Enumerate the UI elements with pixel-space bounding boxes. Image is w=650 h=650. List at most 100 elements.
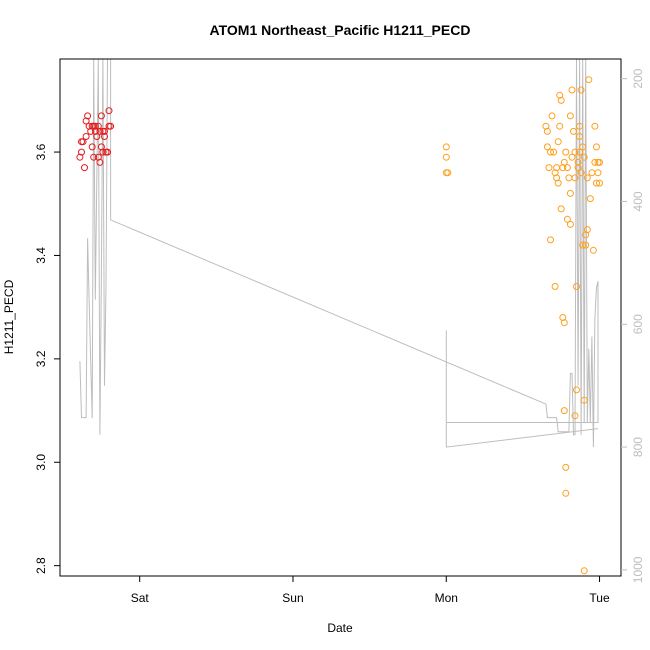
data-point <box>560 319 568 327</box>
data-point <box>560 158 568 166</box>
data-point <box>585 76 593 84</box>
data-point <box>568 86 576 94</box>
data-point <box>593 143 600 151</box>
data-point <box>580 567 588 575</box>
x-tick-label: Sun <box>282 591 303 605</box>
y-right-tick-label: 1000 <box>631 556 645 583</box>
y-axis-label: H1211_PECD <box>2 279 16 354</box>
data-point <box>571 412 579 420</box>
data-point <box>442 153 450 161</box>
data-point <box>551 283 559 290</box>
data-point <box>588 169 596 177</box>
y-axis-right: 200 400 600 800 1000 <box>621 68 645 583</box>
data-point <box>557 205 565 213</box>
data-point <box>586 195 594 203</box>
y-right-tick-label: 600 <box>631 314 645 334</box>
data-point <box>82 133 90 140</box>
data-point <box>568 153 576 161</box>
y-axis: 2.8 3.0 3.2 3.4 3.6 <box>34 143 60 574</box>
data-point <box>104 148 111 156</box>
data-point <box>576 122 584 130</box>
y-tick-label: 3.2 <box>34 350 48 367</box>
data-point <box>580 396 588 404</box>
data-point <box>582 241 590 249</box>
data-point <box>84 112 92 120</box>
data-point <box>574 164 582 172</box>
data-point <box>444 169 452 177</box>
data-point <box>594 169 602 177</box>
data-point <box>563 215 571 223</box>
data-point <box>554 138 562 146</box>
altitude-line <box>79 58 599 448</box>
data-point <box>596 179 603 187</box>
y-tick-label: 2.8 <box>34 557 48 574</box>
data-point <box>547 236 554 244</box>
data-point <box>560 407 568 415</box>
data-point <box>107 122 115 130</box>
data-point <box>570 127 577 135</box>
data-point <box>593 179 600 187</box>
data-point <box>547 148 554 156</box>
data-point <box>571 148 579 156</box>
data-point <box>591 122 599 130</box>
y-tick-label: 3.0 <box>34 454 48 471</box>
x-tick-label: Mon <box>435 591 458 605</box>
data-point <box>81 164 88 172</box>
data-point <box>566 220 574 228</box>
data-point <box>579 241 587 249</box>
x-tick-label: Tue <box>589 591 610 605</box>
y-tick-label: 3.6 <box>34 143 48 160</box>
data-point <box>574 158 582 166</box>
data-point <box>545 164 553 172</box>
x-axis-label: Date <box>327 621 353 635</box>
y-right-tick-label: 400 <box>631 191 645 211</box>
data-point <box>556 122 564 130</box>
y-right-tick-label: 800 <box>631 437 645 457</box>
data-point <box>442 143 450 151</box>
data-point <box>82 117 90 125</box>
data-point <box>554 179 562 187</box>
data-point <box>566 189 574 197</box>
series-2 <box>442 76 603 575</box>
data-point <box>99 148 107 156</box>
data-point <box>548 112 556 120</box>
data-point <box>579 143 587 151</box>
data-point <box>577 86 585 94</box>
data-point <box>562 489 570 497</box>
data-point <box>573 283 580 290</box>
data-point <box>566 112 574 120</box>
data-point <box>571 174 579 182</box>
data-point <box>573 386 580 394</box>
data-point <box>543 127 551 135</box>
data-point <box>88 143 96 151</box>
data-point <box>91 127 99 135</box>
data-point <box>101 133 108 140</box>
data-point <box>563 164 571 172</box>
data-point <box>577 169 585 177</box>
data-point <box>543 143 551 151</box>
data-point <box>105 107 113 115</box>
data-point <box>90 153 98 161</box>
data-point <box>79 138 87 146</box>
y-right-tick-label: 200 <box>631 68 645 88</box>
data-point <box>591 158 599 166</box>
data-point <box>580 153 588 161</box>
x-tick-label: Sat <box>131 591 150 605</box>
x-axis: Sat Sun Mon Tue <box>131 576 610 605</box>
data-point <box>583 226 591 234</box>
data-point <box>557 96 565 104</box>
data-point <box>589 246 597 254</box>
data-point <box>565 174 573 182</box>
data-point <box>576 148 584 156</box>
plot-frame <box>59 58 622 577</box>
plot-area <box>76 58 603 575</box>
data-point <box>550 148 558 156</box>
data-point <box>596 158 603 166</box>
data-point <box>101 127 108 135</box>
data-point <box>96 158 104 166</box>
chart-title: ATOM1 Northeast_Pacific H1211_PECD <box>210 22 471 38</box>
data-point <box>562 463 570 471</box>
data-point <box>97 112 105 120</box>
data-point <box>91 122 99 130</box>
